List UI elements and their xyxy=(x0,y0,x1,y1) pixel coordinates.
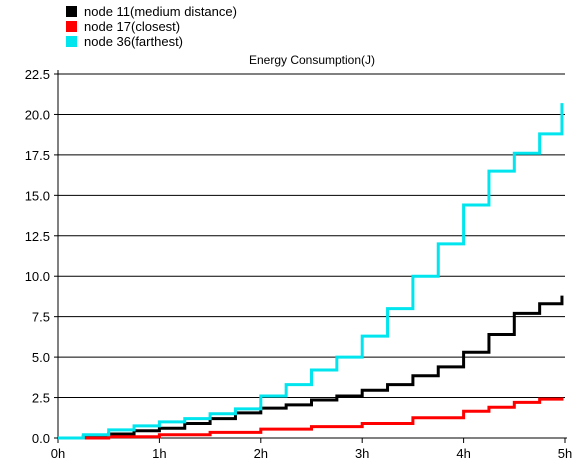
y-tick-label: 12.5 xyxy=(25,229,50,244)
series-line xyxy=(58,103,564,440)
legend-label: node 11(medium distance) xyxy=(84,4,237,19)
y-tick-label: 2.5 xyxy=(32,391,50,406)
x-tick-label: 3h xyxy=(355,446,369,461)
legend-label: node 17(closest) xyxy=(84,19,180,34)
legend-swatch xyxy=(66,6,77,17)
legend-label: node 36(farthest) xyxy=(84,34,183,49)
legend: node 11(medium distance)node 17(closest)… xyxy=(66,4,237,49)
legend-swatch xyxy=(66,36,77,47)
y-tick-label: 15.0 xyxy=(25,188,50,203)
gridlines xyxy=(58,73,565,399)
legend-swatch xyxy=(66,21,77,32)
y-tick-label: 20.0 xyxy=(25,107,50,122)
x-tick-label: 4h xyxy=(456,446,470,461)
y-axis: 0.0 2.5 5.0 7.5 10.0 12.5 15.0 17.5 20.0 22.5 xyxy=(25,67,59,446)
series-layer xyxy=(58,103,564,440)
x-tick-label: 5h xyxy=(558,446,572,461)
y-tick-label: 7.5 xyxy=(32,310,50,325)
y-tick-label: 22.5 xyxy=(25,67,50,82)
x-tick-label: 0h xyxy=(51,446,65,461)
chart-title: Energy Consumption(J) xyxy=(249,53,375,67)
y-tick-label: 5.0 xyxy=(32,350,50,365)
x-axis: 0h 1h 2h 3h 4h 5h xyxy=(51,437,572,461)
series-line xyxy=(58,295,564,440)
y-tick-label: 10.0 xyxy=(25,269,50,284)
x-tick-label: 1h xyxy=(152,446,166,461)
y-tick-label: 17.5 xyxy=(25,148,50,163)
series-line xyxy=(58,397,564,440)
y-tick-label: 0.0 xyxy=(32,431,50,446)
x-tick-label: 2h xyxy=(254,446,268,461)
